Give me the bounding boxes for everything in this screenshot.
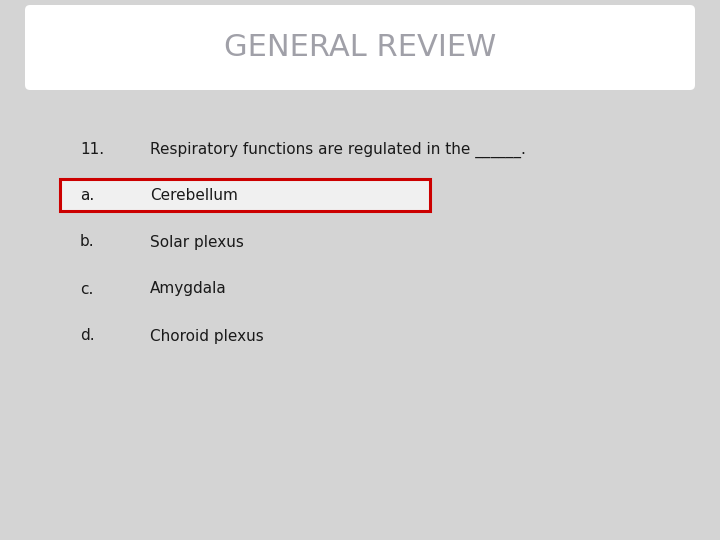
Text: b.: b.	[80, 234, 94, 249]
Text: Amygdala: Amygdala	[150, 281, 227, 296]
Text: GENERAL REVIEW: GENERAL REVIEW	[224, 32, 496, 62]
Text: Cerebellum: Cerebellum	[150, 187, 238, 202]
Text: Respiratory functions are regulated in the ______.: Respiratory functions are regulated in t…	[150, 142, 526, 158]
Text: a.: a.	[80, 187, 94, 202]
Text: Solar plexus: Solar plexus	[150, 234, 244, 249]
FancyBboxPatch shape	[60, 179, 430, 211]
FancyBboxPatch shape	[25, 5, 695, 90]
Text: c.: c.	[80, 281, 94, 296]
Text: d.: d.	[80, 328, 94, 343]
Text: Choroid plexus: Choroid plexus	[150, 328, 264, 343]
Text: 11.: 11.	[80, 143, 104, 158]
